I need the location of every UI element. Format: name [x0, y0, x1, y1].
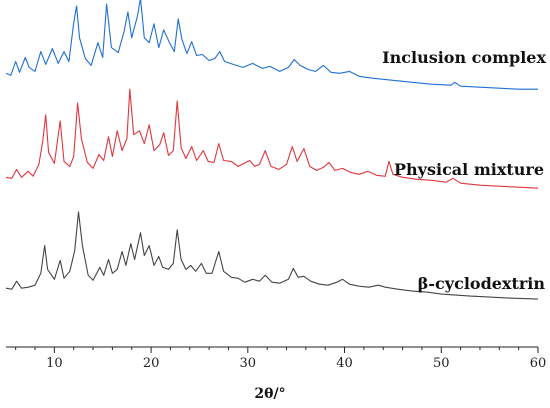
x-tick-label: 60 [530, 356, 547, 371]
x-axis-ticks: 10 20 30 40 50 60 [15, 347, 547, 371]
x-tick-label: 20 [143, 356, 160, 371]
series-line-cyclodextrin [5, 211, 539, 300]
series-label-beta-cyclodextrin: β-cyclodextrin [418, 274, 546, 293]
x-tick-label: 50 [433, 356, 450, 371]
x-axis-title: 2θ/° [254, 386, 285, 402]
series-labels: Inclusion complex Physical mixture β-cyc… [382, 48, 546, 293]
series-label-physical-mixture: Physical mixture [394, 160, 544, 179]
series-line-inclusion-complex [5, 0, 538, 90]
x-tick-label: 10 [46, 356, 63, 371]
series-group [5, 0, 539, 300]
series-label-inclusion-complex: Inclusion complex [382, 48, 546, 67]
series-line-physical-mixture [5, 88, 539, 189]
x-tick-label: 30 [240, 356, 257, 371]
x-tick-label: 40 [336, 356, 353, 371]
